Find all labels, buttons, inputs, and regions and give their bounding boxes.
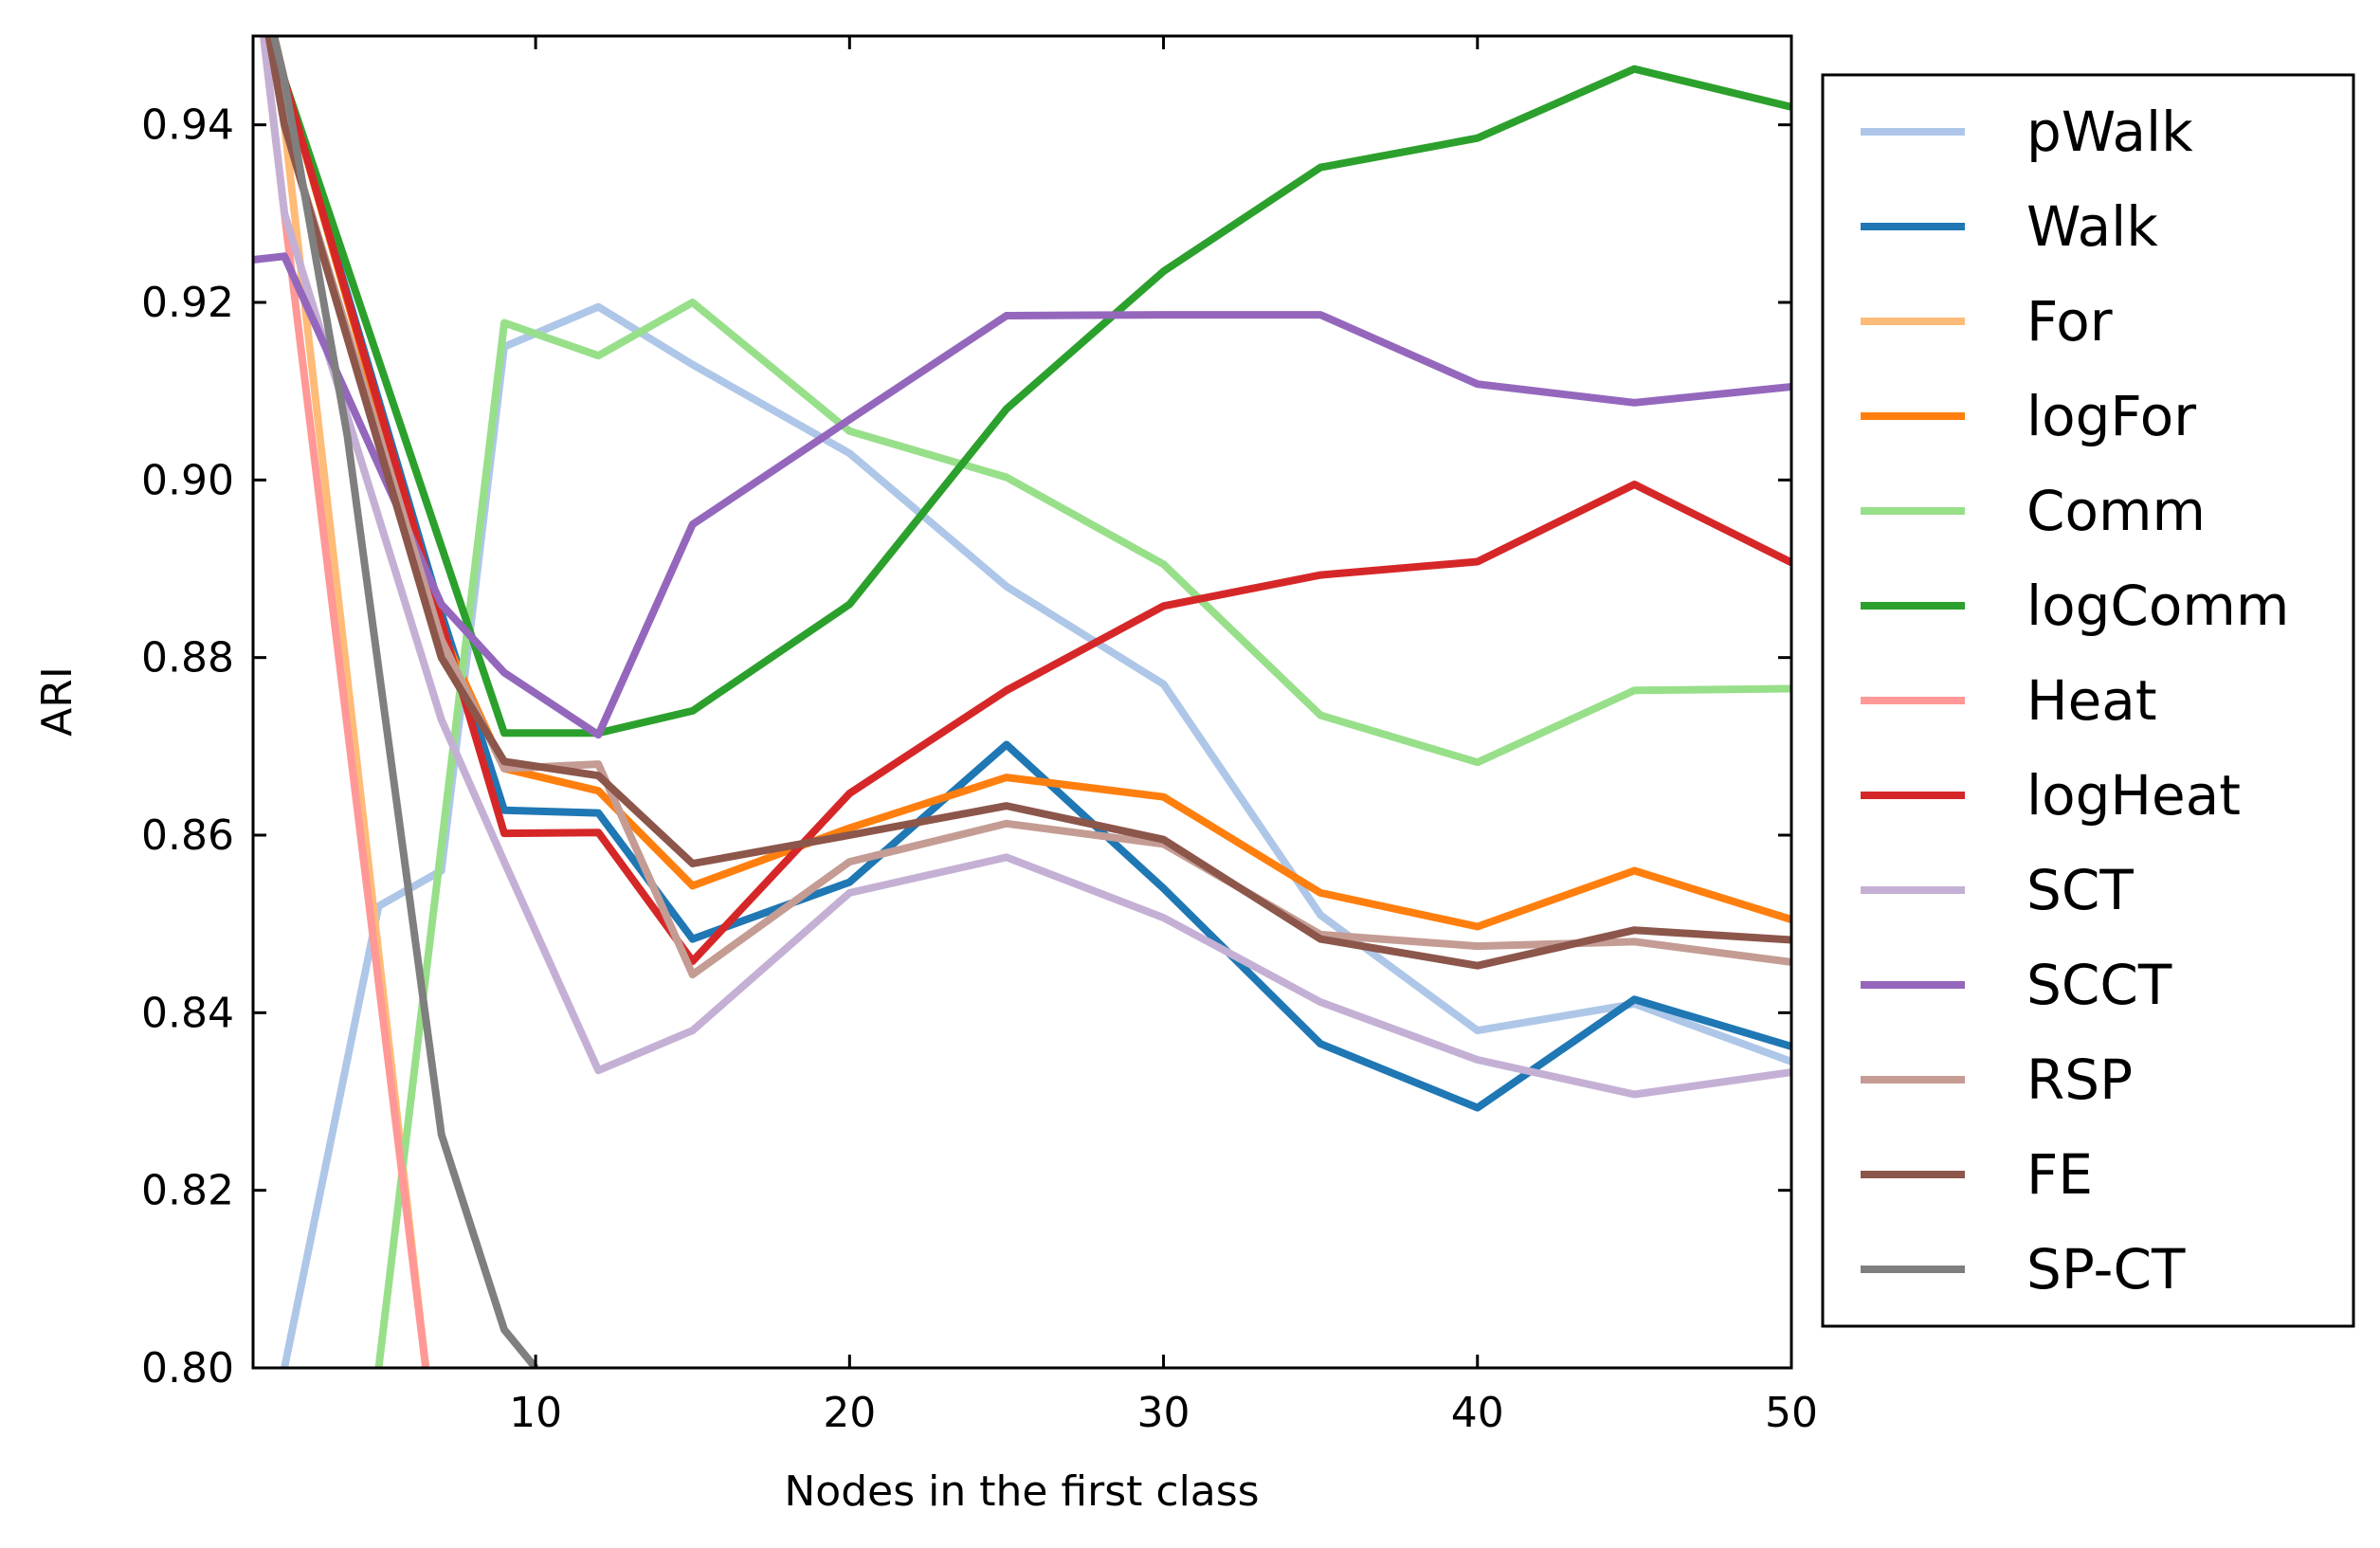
legend-label: SP-CT: [2026, 1237, 2186, 1302]
series-line-fe: [264, 36, 1791, 970]
legend-label: Heat: [2026, 668, 2157, 733]
y-tick-label: 0.92: [141, 279, 234, 327]
legend-item-logfor: logFor: [1861, 384, 2196, 448]
series-line-logheat: [269, 36, 1791, 965]
plot-lines: [253, 36, 1791, 1368]
legend-label: Walk: [2026, 194, 2158, 259]
y-tick-label: 0.86: [141, 811, 234, 860]
x-tick-label: 20: [823, 1389, 876, 1437]
legend-label: logComm: [2026, 574, 2289, 638]
y-axis-label: ARI: [33, 666, 82, 737]
legend-label: SCT: [2026, 858, 2134, 922]
legend-label: logHeat: [2026, 763, 2241, 828]
x-tick-label: 50: [1765, 1389, 1818, 1437]
series-line-heat: [260, 36, 430, 1368]
y-tick-label: 0.84: [141, 989, 234, 1037]
x-tick-label: 10: [509, 1389, 562, 1437]
x-tick-label: 30: [1137, 1389, 1190, 1437]
legend-item-logcomm: logComm: [1861, 574, 2289, 638]
legend-item-sct: SCT: [1861, 858, 2134, 922]
legend-item-sp-ct: SP-CT: [1861, 1237, 2186, 1302]
plot-frame: [251, 34, 1793, 1370]
series-line-pwalk: [281, 302, 1791, 1368]
x-axis-label: Nodes in the first class: [784, 1467, 1259, 1516]
legend-item-pwalk: pWalk: [1861, 100, 2193, 164]
legend-items: pWalk Walk For logFor Comm logComm Heat logHeat…: [1861, 100, 2289, 1302]
legend-item-comm: Comm: [1861, 479, 2206, 543]
legend-item-rsp: RSP: [1861, 1047, 2133, 1112]
legend-label: SCCT: [2026, 953, 2172, 1017]
legend-label: For: [2026, 289, 2113, 354]
legend-label: RSP: [2026, 1047, 2133, 1112]
legend-item-for: For: [1861, 289, 2113, 354]
legend-item-scct: SCCT: [1861, 953, 2172, 1017]
x-axis-ticks: 10 20 30 40 50: [509, 36, 1818, 1437]
legend-item-logheat: logHeat: [1861, 763, 2241, 828]
series-line-rsp: [264, 36, 1791, 979]
y-tick-label: 0.94: [141, 101, 234, 150]
y-tick-label: 0.90: [141, 456, 234, 504]
y-tick-label: 0.80: [141, 1344, 234, 1393]
y-tick-label: 0.88: [141, 634, 234, 683]
legend-label: pWalk: [2026, 100, 2193, 164]
series-line-sct: [260, 36, 1791, 1099]
series-line-logcomm: [269, 36, 1791, 738]
legend-item-fe: FE: [1861, 1142, 2093, 1207]
legend-item-heat: Heat: [1861, 668, 2157, 733]
y-axis-ticks: 0.80 0.82 0.84 0.86 0.88 0.90 0.92 0.94: [141, 101, 1791, 1393]
legend-label: FE: [2026, 1142, 2093, 1207]
series-line-scct: [253, 252, 1791, 739]
legend-item-walk: Walk: [1861, 194, 2158, 259]
legend-label: logFor: [2026, 384, 2196, 448]
series-line-sp-ct: [269, 36, 539, 1368]
x-tick-label: 40: [1451, 1389, 1504, 1437]
legend: pWalk Walk For logFor Comm logComm Heat logHeat…: [1821, 73, 2355, 1328]
legend-label: Comm: [2026, 479, 2206, 543]
y-tick-label: 0.82: [141, 1167, 234, 1215]
series-line-comm: [374, 299, 1791, 1368]
